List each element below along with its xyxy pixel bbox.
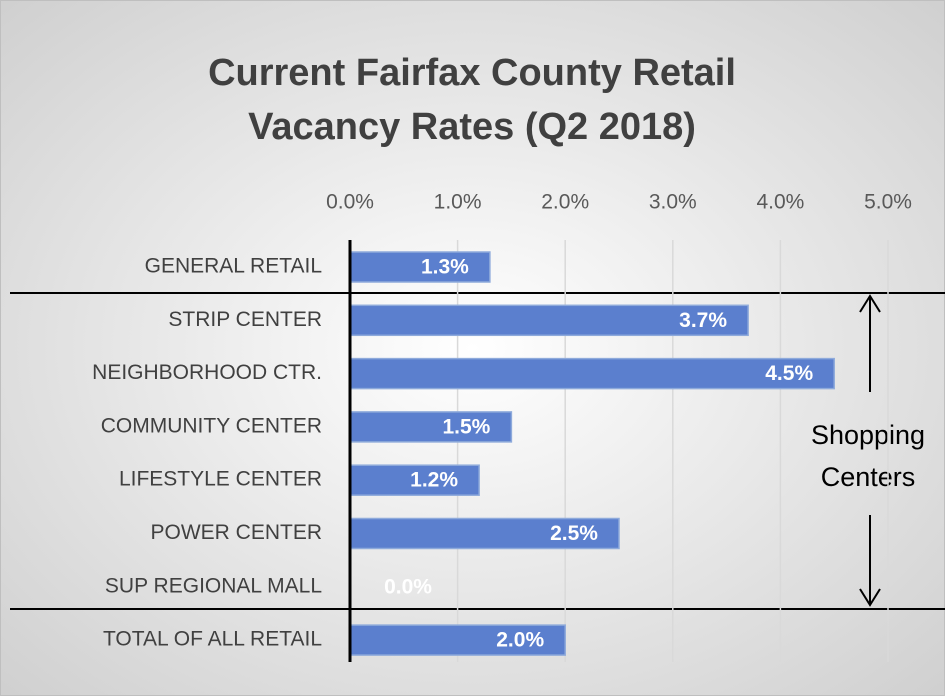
data-label: 1.5% <box>442 415 490 438</box>
x-tick-label: 1.0% <box>434 191 482 214</box>
data-label: 2.0% <box>496 629 544 652</box>
bar <box>349 357 835 390</box>
y-tick-label: SUP REGIONAL MALL <box>105 574 322 597</box>
data-label: 1.2% <box>410 469 458 492</box>
data-label: 3.7% <box>679 309 727 332</box>
y-tick-label: TOTAL OF ALL RETAIL <box>103 628 322 651</box>
annotation: Centers <box>821 462 916 492</box>
data-label: 0.0% <box>384 575 432 598</box>
y-tick-label: COMMUNITY CENTER <box>101 414 322 437</box>
bar <box>349 517 620 550</box>
y-tick-label: STRIP CENTER <box>168 308 322 331</box>
x-tick-label: 0.0% <box>326 191 374 214</box>
bar <box>349 304 749 337</box>
bar <box>349 464 480 496</box>
x-tick-label: 5.0% <box>864 191 912 214</box>
data-label: 4.5% <box>765 362 813 385</box>
annotation: Shopping <box>811 420 925 450</box>
chart-title: Current Fairfax County Retail <box>208 52 736 94</box>
data-label: 2.5% <box>550 522 598 545</box>
chart-title: Vacancy Rates (Q2 2018) <box>248 106 696 148</box>
y-tick-label: NEIGHBORHOOD CTR. <box>92 361 322 384</box>
bar <box>349 251 491 283</box>
x-tick-label: 4.0% <box>756 191 804 214</box>
y-tick-label: GENERAL RETAIL <box>145 255 322 278</box>
arrow <box>859 294 881 607</box>
data-label: 1.3% <box>421 256 469 279</box>
x-tick-label: 2.0% <box>541 191 589 214</box>
x-tick-label: 3.0% <box>649 191 697 214</box>
bar <box>349 624 566 656</box>
y-tick-label: POWER CENTER <box>150 521 322 544</box>
y-tick-label: LIFESTYLE CENTER <box>119 468 322 491</box>
